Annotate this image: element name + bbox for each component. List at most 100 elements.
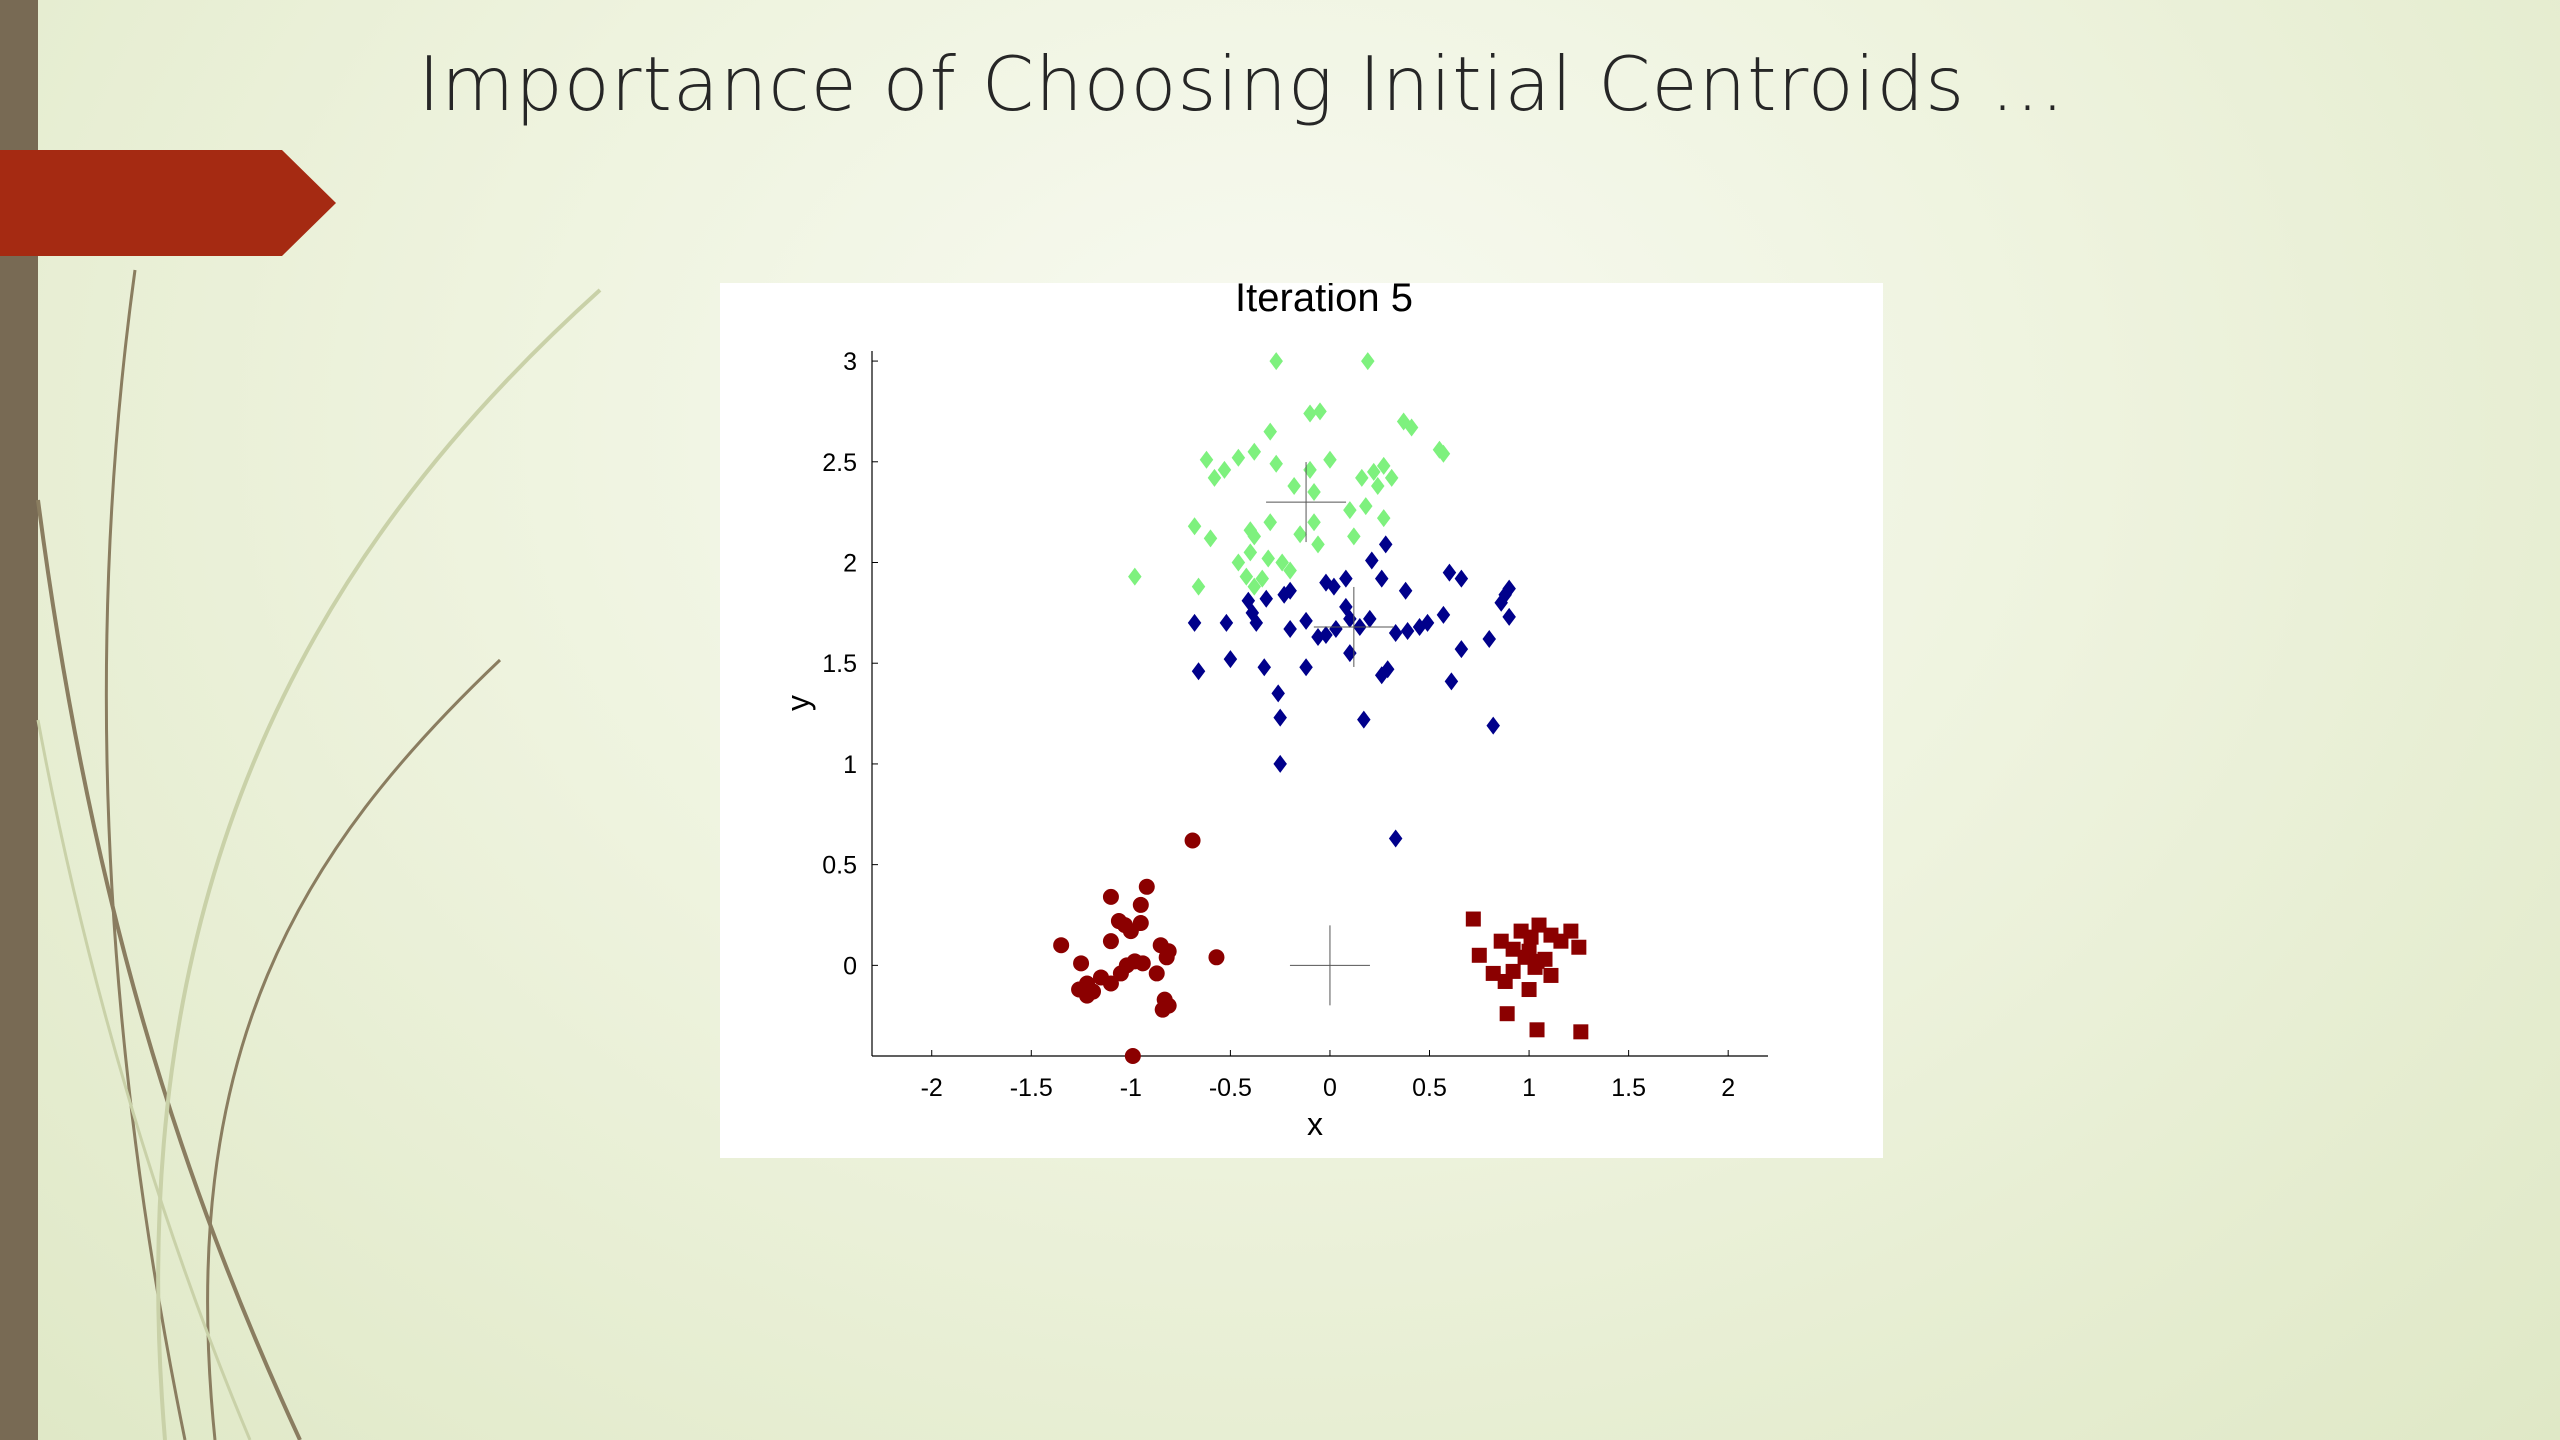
diamond-point bbox=[1378, 535, 1393, 554]
diamond-point bbox=[1217, 460, 1232, 479]
diamond-point bbox=[1247, 577, 1262, 596]
diamond-point bbox=[1374, 666, 1389, 685]
accent-arrow bbox=[0, 150, 336, 256]
x-tick-label: 2 bbox=[1721, 1074, 1735, 1102]
x-tick-label: -1 bbox=[1120, 1074, 1142, 1102]
circle-point bbox=[1134, 955, 1151, 972]
x-tick-label: -1.5 bbox=[1010, 1074, 1053, 1102]
diamond-point bbox=[1187, 613, 1202, 632]
diamond-point bbox=[1412, 617, 1427, 636]
diamond-point bbox=[1303, 404, 1317, 423]
diamond-point bbox=[1283, 619, 1297, 638]
diamond-point bbox=[1231, 448, 1246, 467]
square-point bbox=[1553, 933, 1569, 949]
square-point bbox=[1523, 929, 1539, 945]
square-point bbox=[1521, 982, 1537, 998]
diamond-point bbox=[1259, 589, 1273, 608]
diamond-point bbox=[1436, 444, 1451, 463]
diamond-point bbox=[1307, 513, 1321, 532]
diamond-point bbox=[1199, 450, 1214, 469]
diamond-point bbox=[1388, 829, 1403, 848]
diamond-point bbox=[1313, 402, 1327, 421]
square-point bbox=[1499, 1006, 1515, 1022]
chart-panel: Iteration 5 x y -2 -1.5 -1 -0.5 0 0.5 1 1.5 2 0 0.… bbox=[720, 283, 1883, 1158]
diamond-point bbox=[1249, 613, 1264, 632]
square-point bbox=[1531, 917, 1547, 933]
diamond-point bbox=[1203, 529, 1218, 548]
diamond-point bbox=[1376, 509, 1391, 528]
diamond-point bbox=[1283, 581, 1297, 600]
circle-point bbox=[1122, 923, 1139, 940]
circle-point bbox=[1148, 965, 1165, 982]
diamond-point bbox=[1376, 456, 1391, 475]
diamond-point bbox=[1255, 569, 1270, 588]
y-tick-label: 1 bbox=[843, 751, 857, 779]
diamond-point bbox=[1486, 716, 1500, 735]
diamond-point bbox=[1327, 577, 1341, 596]
diamond-point bbox=[1191, 577, 1206, 596]
diamond-point bbox=[1329, 619, 1343, 638]
square-point bbox=[1529, 1022, 1545, 1038]
slide-title: Importance of Choosing Initial Centroids… bbox=[418, 40, 2066, 128]
diamond-point bbox=[1128, 567, 1142, 586]
diamond-point bbox=[1400, 621, 1415, 640]
diamond-point bbox=[1269, 352, 1283, 371]
circle-point bbox=[1102, 888, 1119, 905]
diamond-point bbox=[1293, 525, 1307, 544]
square-point bbox=[1573, 1024, 1589, 1040]
circle-point bbox=[1079, 987, 1096, 1004]
diamond-point bbox=[1502, 607, 1516, 626]
circle-point bbox=[1124, 1048, 1141, 1064]
y-tick-label: 0 bbox=[843, 952, 857, 980]
diamond-point bbox=[1365, 551, 1379, 570]
diamond-point bbox=[1307, 483, 1321, 501]
diamond-point bbox=[1363, 609, 1377, 628]
diamond-point bbox=[1207, 468, 1222, 487]
diamond-point bbox=[1231, 553, 1246, 572]
diamond-point bbox=[1223, 650, 1238, 669]
diamond-point bbox=[1398, 581, 1413, 600]
diamond-point bbox=[1269, 454, 1283, 473]
diamond-point bbox=[1261, 549, 1275, 568]
circle-point bbox=[1073, 955, 1090, 972]
circle-point bbox=[1154, 1001, 1171, 1018]
diamond-point bbox=[1454, 569, 1469, 588]
diamond-point bbox=[1243, 543, 1258, 562]
diamond-point bbox=[1187, 517, 1202, 536]
diamond-point bbox=[1396, 412, 1411, 431]
diamond-point bbox=[1347, 527, 1361, 546]
circle-point bbox=[1102, 975, 1119, 992]
diamond-point bbox=[1384, 468, 1399, 487]
y-tick-label: 3 bbox=[843, 348, 857, 376]
diamond-point bbox=[1283, 561, 1297, 580]
diamond-point bbox=[1343, 609, 1357, 628]
diamond-point bbox=[1454, 640, 1469, 659]
diamond-point bbox=[1323, 450, 1337, 469]
circle-point bbox=[1138, 878, 1155, 895]
square-point bbox=[1465, 911, 1481, 927]
diamond-point bbox=[1263, 513, 1277, 532]
diamond-point bbox=[1343, 501, 1357, 520]
x-tick-label: -2 bbox=[921, 1074, 943, 1102]
y-tick-label: 0.5 bbox=[822, 852, 857, 880]
diamond-point bbox=[1502, 579, 1516, 598]
x-tick-label: 1.5 bbox=[1611, 1074, 1646, 1102]
diamond-point bbox=[1404, 418, 1419, 437]
diamond-point bbox=[1303, 460, 1317, 479]
y-tick-label: 2.5 bbox=[822, 449, 857, 477]
diamond-point bbox=[1239, 567, 1254, 586]
square-point bbox=[1471, 947, 1487, 963]
diamond-point bbox=[1241, 591, 1256, 610]
square-point bbox=[1493, 933, 1509, 949]
diamond-point bbox=[1287, 476, 1301, 495]
diamond-point bbox=[1277, 585, 1291, 604]
diamond-point bbox=[1299, 611, 1313, 630]
diamond-point bbox=[1444, 672, 1459, 691]
diamond-point bbox=[1432, 440, 1447, 459]
diamond-point bbox=[1311, 628, 1325, 647]
diamond-point bbox=[1436, 605, 1451, 624]
y-tick-label: 2 bbox=[843, 550, 857, 578]
x-tick-label: 0 bbox=[1323, 1074, 1337, 1102]
circle-point bbox=[1102, 933, 1119, 950]
diamond-point bbox=[1263, 422, 1277, 441]
